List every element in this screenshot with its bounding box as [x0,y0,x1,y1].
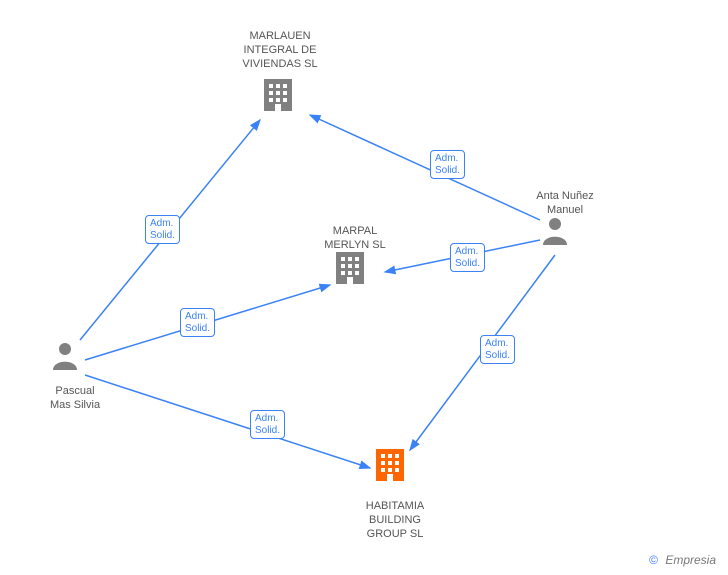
node-label: Anta Nuñez Manuel [520,190,610,218]
edge-label: Adm. Solid. [480,335,515,364]
edge-label: Adm. Solid. [250,410,285,439]
edge-line [85,375,370,468]
building-icon [336,252,364,284]
edge-label: Adm. Solid. [430,150,465,179]
node-label: MARPAL MERLYN SL [310,225,400,253]
building-icon [376,449,404,481]
edge-label: Adm. Solid. [450,243,485,272]
edge-label: Adm. Solid. [180,308,215,337]
node-label: Pascual Mas Silvia [35,385,115,413]
footer-text: Empresia [665,553,716,567]
node-label: HABITAMIA BUILDING GROUP SL [345,500,445,541]
person-icon [543,218,567,245]
copyright-symbol: © [649,553,658,567]
node-label: MARLAUEN INTEGRAL DE VIVIENDAS SL [225,30,335,71]
footer-attribution: © Empresia [649,553,716,567]
person-icon [53,343,77,370]
diagram-canvas [0,0,728,575]
building-icon [264,79,292,111]
edge-label: Adm. Solid. [145,215,180,244]
edge-line [310,115,540,220]
